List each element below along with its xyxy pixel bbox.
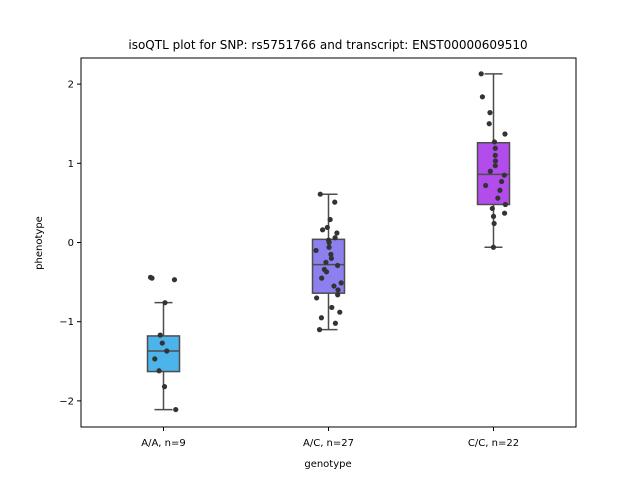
data-point xyxy=(171,277,178,283)
y-tick-label: 0 xyxy=(68,238,74,249)
data-point xyxy=(334,262,341,269)
data-point xyxy=(332,320,339,326)
data-point xyxy=(152,356,158,362)
data-point xyxy=(161,384,168,390)
y-tick-label: −2 xyxy=(59,396,74,407)
data-point xyxy=(502,201,508,208)
data-point xyxy=(499,178,505,185)
points-group xyxy=(313,191,344,333)
data-point xyxy=(491,139,498,145)
y-tick-label: 2 xyxy=(68,80,74,91)
data-point xyxy=(490,213,497,219)
data-point xyxy=(319,275,325,281)
data-point xyxy=(332,235,338,241)
y-axis-ticks: 2 1 0 −1 −2 xyxy=(59,80,81,407)
data-point xyxy=(479,94,486,100)
data-point xyxy=(490,244,497,250)
x-tick-label: C/C, n=22 xyxy=(468,438,519,449)
y-axis-label: phenotype xyxy=(34,216,45,270)
data-point xyxy=(317,191,323,197)
chart-title: isoQTL plot for SNP: rs5751766 and trans… xyxy=(128,38,527,52)
x-tick-label: A/A, n=9 xyxy=(141,438,186,449)
data-point xyxy=(478,71,484,77)
data-point xyxy=(495,195,501,201)
data-point xyxy=(492,152,498,158)
data-point xyxy=(501,172,507,178)
data-point xyxy=(159,340,165,346)
data-point xyxy=(157,332,163,338)
data-point xyxy=(327,216,333,223)
x-axis-label: genotype xyxy=(304,459,351,470)
points-group xyxy=(478,71,508,250)
data-point xyxy=(492,145,498,151)
data-point xyxy=(318,315,325,321)
data-point xyxy=(319,227,326,233)
data-point xyxy=(497,187,503,193)
data-point xyxy=(328,255,334,261)
data-point xyxy=(334,230,340,236)
data-point xyxy=(324,224,330,231)
points-group xyxy=(147,274,179,413)
box-group xyxy=(146,301,181,411)
y-tick-label: 1 xyxy=(68,159,74,170)
data-point xyxy=(492,163,498,169)
data-point xyxy=(487,110,493,116)
data-point xyxy=(486,121,492,127)
data-point xyxy=(326,244,332,250)
data-point xyxy=(335,292,341,298)
data-point xyxy=(326,239,332,246)
data-point xyxy=(331,283,337,289)
data-point xyxy=(337,309,343,315)
data-point xyxy=(329,304,335,311)
data-point xyxy=(162,300,168,306)
plot-area xyxy=(146,71,511,413)
data-point xyxy=(316,327,323,333)
data-point xyxy=(338,280,344,286)
data-point xyxy=(483,182,489,189)
data-point xyxy=(323,269,330,275)
data-point xyxy=(314,295,320,301)
data-point xyxy=(173,406,179,413)
data-point xyxy=(491,220,497,227)
data-point xyxy=(335,287,341,293)
data-point xyxy=(501,210,508,216)
y-tick-label: −1 xyxy=(59,317,74,328)
data-point xyxy=(328,251,334,257)
data-point xyxy=(492,158,499,164)
data-point xyxy=(149,275,155,281)
data-point xyxy=(502,131,508,137)
data-point xyxy=(313,247,319,254)
data-point xyxy=(156,368,162,374)
data-point xyxy=(164,348,170,354)
x-axis-ticks: A/A, n=9 A/C, n=27 C/C, n=22 xyxy=(141,427,519,449)
data-point xyxy=(332,199,338,205)
data-point xyxy=(323,259,329,265)
data-point xyxy=(489,205,495,212)
x-tick-label: A/C, n=27 xyxy=(303,438,354,449)
data-point xyxy=(487,168,493,174)
